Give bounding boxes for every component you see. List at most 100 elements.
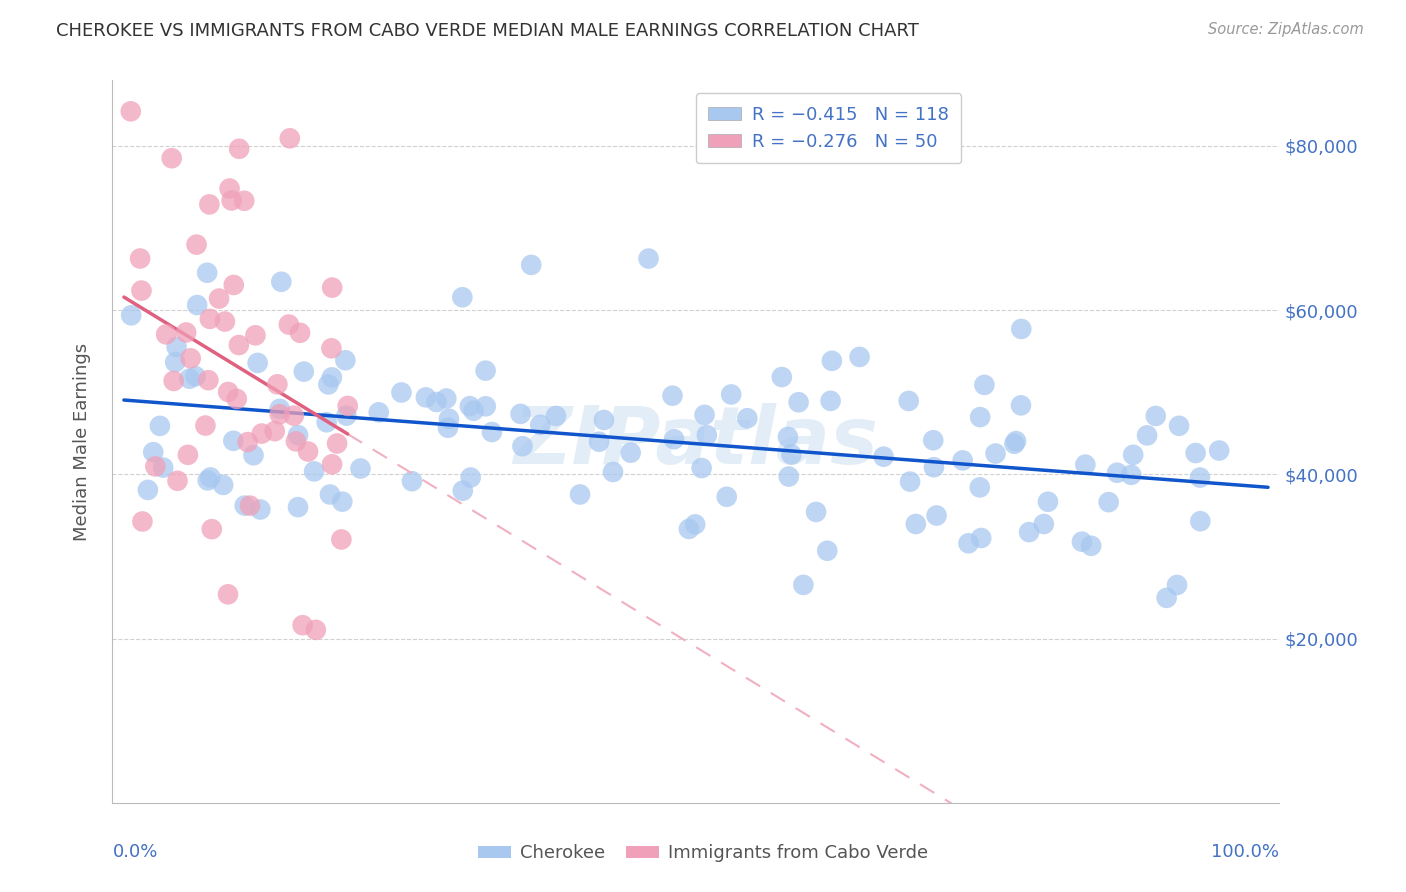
Point (593, 413, 616, 427)
Point (425, 395, 447, 409)
Point (792, 578, 814, 592)
Point (1080, 539, 1102, 553)
Point (305, 623, 328, 637)
Point (898, 475, 921, 489)
Point (166, 474, 188, 488)
Point (678, 522, 700, 536)
Point (284, 434, 307, 449)
Point (321, 341, 343, 355)
Point (152, 460, 174, 475)
Point (335, 353, 357, 368)
Point (872, 450, 894, 464)
Point (529, 417, 551, 432)
Point (145, 459, 167, 474)
Point (319, 487, 342, 501)
Point (180, 351, 202, 366)
Point (509, 407, 531, 421)
Point (269, 401, 291, 416)
Point (1166, 578, 1188, 592)
Point (620, 446, 643, 460)
Point (952, 453, 974, 467)
Point (292, 365, 315, 379)
Point (242, 448, 264, 462)
Point (198, 311, 221, 326)
Point (637, 252, 659, 266)
Point (165, 355, 187, 369)
Point (401, 474, 423, 488)
Point (367, 405, 389, 419)
Text: CHEROKEE VS IMMIGRANTS FROM CABO VERDE MEDIAN MALE EARNINGS CORRELATION CHART: CHEROKEE VS IMMIGRANTS FROM CABO VERDE M… (56, 22, 920, 40)
Point (120, 104, 142, 119)
Point (815, 543, 838, 558)
Text: ZIPatlas: ZIPatlas (513, 402, 879, 481)
Point (973, 377, 995, 392)
Point (1071, 534, 1094, 549)
Point (228, 142, 250, 156)
Point (512, 439, 534, 453)
Point (780, 447, 803, 461)
Point (214, 314, 236, 328)
Point (1010, 398, 1032, 412)
Point (212, 478, 235, 492)
Point (221, 194, 243, 208)
Point (481, 425, 503, 439)
Point (218, 181, 240, 195)
Point (198, 197, 221, 211)
Point (200, 470, 222, 484)
Point (520, 258, 543, 272)
Point (1074, 458, 1097, 472)
Point (287, 500, 309, 515)
Point (131, 284, 153, 298)
Point (330, 533, 353, 547)
Point (588, 434, 610, 449)
Point (174, 326, 197, 340)
Legend: Cherokee, Immigrants from Cabo Verde: Cherokee, Immigrants from Cabo Verde (471, 838, 935, 870)
Point (776, 430, 799, 444)
Point (249, 502, 271, 516)
Point (415, 391, 437, 405)
Text: 0.0%: 0.0% (112, 843, 157, 861)
Point (1098, 495, 1121, 509)
Point (225, 392, 247, 406)
Point (1032, 516, 1054, 531)
Point (451, 290, 474, 304)
Point (197, 373, 219, 387)
Point (904, 516, 927, 531)
Point (321, 370, 343, 384)
Point (245, 328, 267, 343)
Point (149, 418, 172, 433)
Point (690, 461, 713, 475)
Point (208, 292, 231, 306)
Point (1136, 428, 1159, 442)
Point (970, 531, 993, 545)
Y-axis label: Median Male Earnings: Median Male Earnings (73, 343, 91, 541)
Point (569, 487, 592, 501)
Point (434, 392, 457, 406)
Point (463, 403, 485, 417)
Point (270, 275, 292, 289)
Point (129, 252, 152, 266)
Point (222, 434, 245, 448)
Point (250, 426, 273, 441)
Point (1005, 434, 1028, 449)
Point (821, 354, 844, 368)
Point (166, 340, 188, 354)
Point (160, 151, 183, 165)
Point (737, 411, 759, 425)
Point (1010, 322, 1032, 336)
Point (1144, 409, 1167, 423)
Point (201, 522, 224, 536)
Point (693, 408, 716, 422)
Point (217, 384, 239, 399)
Point (925, 508, 948, 523)
Point (1036, 494, 1059, 508)
Point (474, 364, 496, 378)
Point (326, 436, 349, 450)
Point (787, 395, 810, 409)
Point (848, 350, 870, 364)
Point (804, 505, 827, 519)
Point (288, 326, 311, 340)
Point (330, 494, 353, 508)
Point (163, 374, 186, 388)
Point (335, 409, 357, 423)
